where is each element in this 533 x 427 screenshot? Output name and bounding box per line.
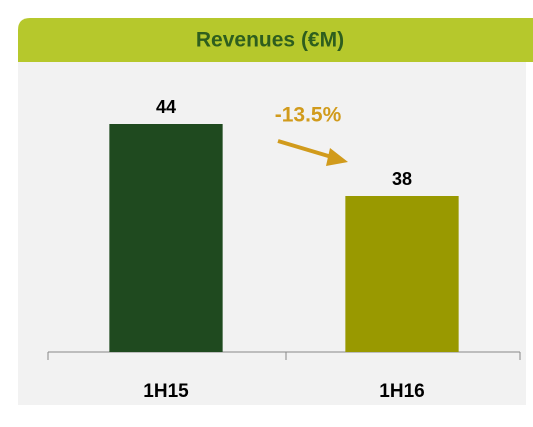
bar xyxy=(345,196,459,352)
chart-title: Revenues (€M) xyxy=(196,29,344,52)
arrow-head xyxy=(326,148,348,166)
data-label: 44 xyxy=(156,97,176,117)
annotation: -13.5% xyxy=(275,104,342,127)
bar xyxy=(109,124,223,352)
title-band xyxy=(18,18,533,62)
x-tick-label: 1H15 xyxy=(143,381,189,402)
annotation-arrow xyxy=(277,139,348,166)
x-tick-label: 1H16 xyxy=(379,381,424,402)
arrow-shaft xyxy=(277,139,336,160)
data-label: 38 xyxy=(392,169,412,189)
